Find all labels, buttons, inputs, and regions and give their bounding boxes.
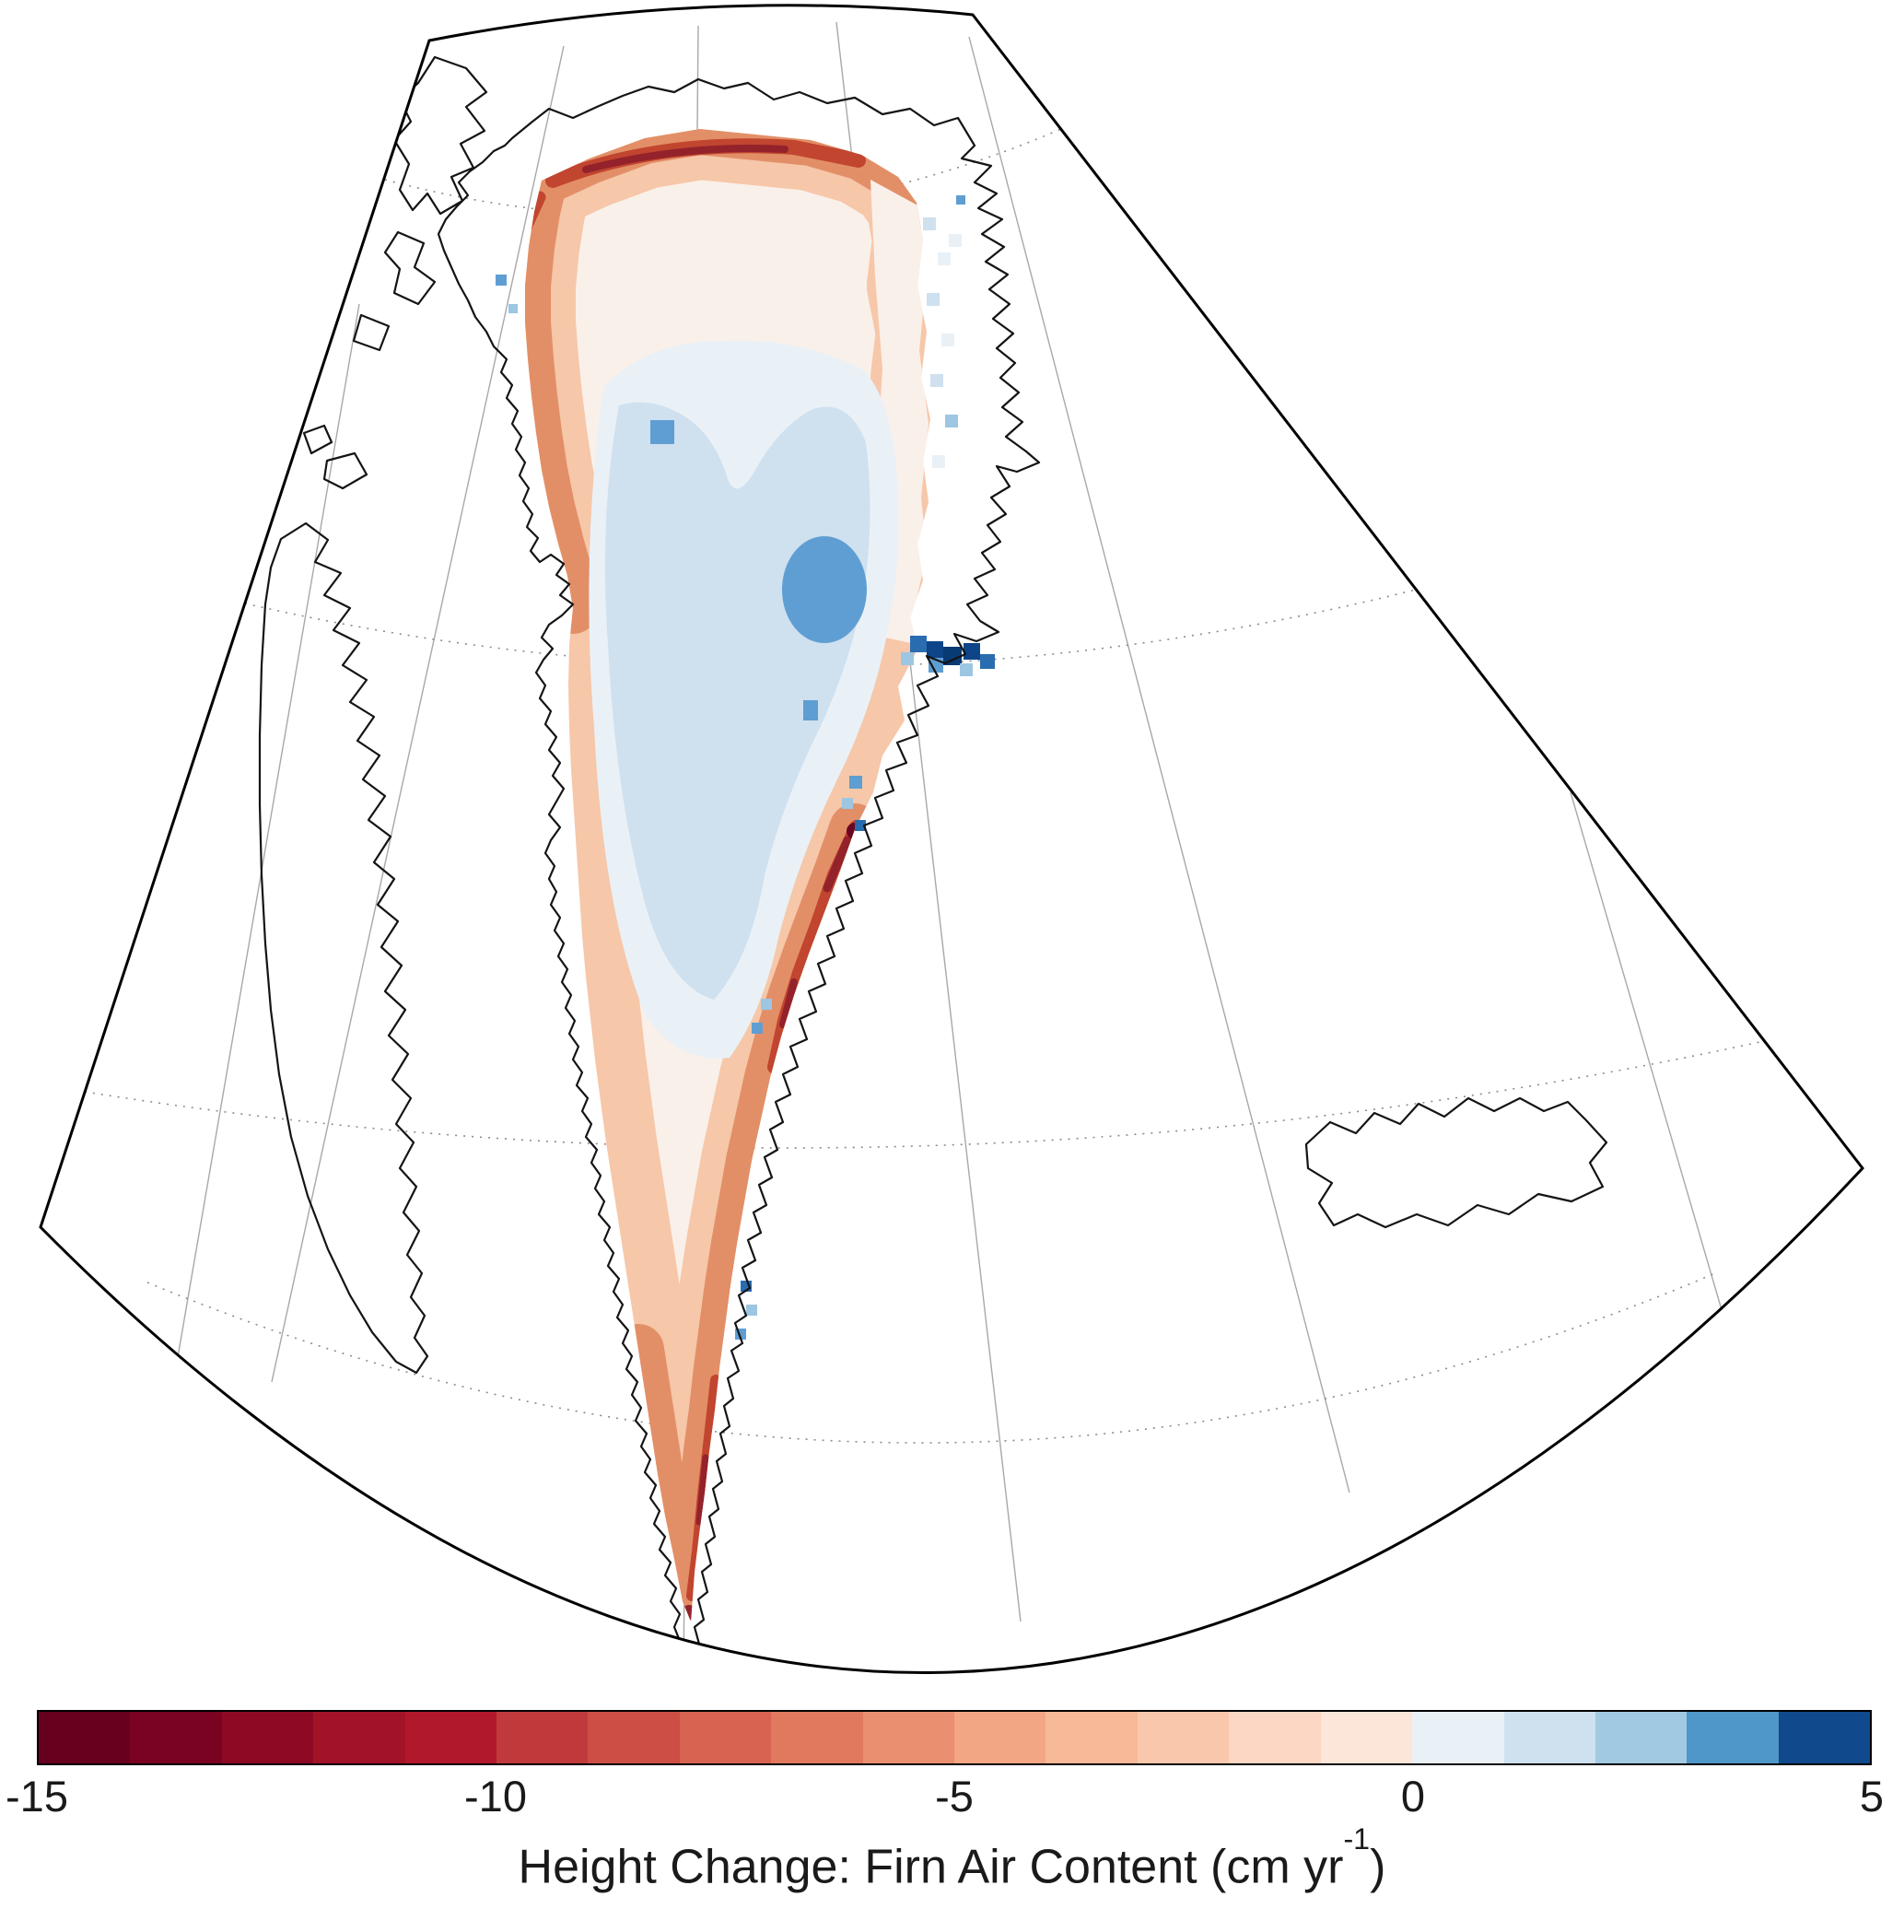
data-cell xyxy=(949,234,962,247)
colorbar xyxy=(37,1710,1872,1765)
colorbar-title-close: ) xyxy=(1370,1840,1386,1894)
data-cell xyxy=(842,798,853,809)
meridian-line xyxy=(154,303,360,1492)
colorbar-title-text: Height Change: Firn Air Content (cm yr xyxy=(518,1840,1344,1894)
coastlines xyxy=(258,55,1608,1658)
colorbar-segment xyxy=(1687,1712,1779,1763)
data-cell xyxy=(746,1305,757,1316)
colorbar-segment xyxy=(313,1712,405,1763)
colorbar-segment xyxy=(130,1712,222,1763)
data-cell xyxy=(650,420,674,444)
data-cell xyxy=(752,1023,763,1034)
data-cell xyxy=(927,641,943,658)
colorbar-title-superscript: -1 xyxy=(1343,1822,1371,1856)
data-cell xyxy=(960,663,973,676)
island-coastline xyxy=(302,424,333,455)
colorbar-segment xyxy=(1778,1712,1871,1763)
data-cell xyxy=(956,195,965,205)
colorbar-tick-label: 0 xyxy=(1400,1772,1426,1821)
margin-core-southeast xyxy=(823,836,852,893)
data-cell xyxy=(945,415,958,427)
colorbar-segment xyxy=(1320,1712,1413,1763)
parallel-line xyxy=(146,1272,1716,1444)
colorbar-tick-label: -5 xyxy=(935,1772,974,1821)
ellesmere-landfill xyxy=(394,57,486,214)
island-coastline xyxy=(352,313,391,352)
baffin-coastline xyxy=(258,521,429,1375)
map-frame-border xyxy=(39,4,1864,1674)
colorbar-segment xyxy=(771,1712,863,1763)
colorbar-segment xyxy=(862,1712,955,1763)
colorbar-segment xyxy=(404,1712,497,1763)
island-coastline xyxy=(383,230,437,306)
data-cell xyxy=(927,293,940,306)
colorbar-segment xyxy=(1594,1712,1688,1763)
margin-core-southeast xyxy=(779,978,798,1028)
island-landfill xyxy=(304,426,332,453)
island-landfill xyxy=(354,315,389,350)
colorbar-segment xyxy=(954,1712,1046,1763)
colorbar-tick-label: -15 xyxy=(6,1772,68,1821)
margin-core-south xyxy=(695,1454,709,1526)
data-cell xyxy=(901,652,914,665)
northeast-pale-cells xyxy=(923,195,965,468)
data-cell xyxy=(849,776,862,789)
data-cell xyxy=(932,455,945,468)
map-canvas xyxy=(39,4,1864,1674)
parallel-line xyxy=(384,128,1062,217)
interior-blue-patch xyxy=(782,536,867,643)
margin-core-north xyxy=(582,144,788,173)
colorbar-segment xyxy=(588,1712,680,1763)
meridian-line xyxy=(968,36,1350,1493)
colorbar-segment xyxy=(679,1712,772,1763)
data-cell xyxy=(910,636,927,652)
island-landfill xyxy=(385,232,435,304)
scattered-blue-cells xyxy=(496,275,866,1340)
colorbar-segment xyxy=(496,1712,589,1763)
data-cell xyxy=(761,999,772,1010)
iceland-coastline xyxy=(1304,1096,1608,1229)
data-cell xyxy=(938,252,951,265)
meridian-line xyxy=(271,45,565,1383)
data-cell xyxy=(496,275,507,286)
colorbar-segment xyxy=(1137,1712,1230,1763)
colorbar-segments xyxy=(39,1712,1871,1763)
data-cell xyxy=(930,374,943,387)
colorbar-ticks: -15 -10 -5 0 5 xyxy=(6,1772,1884,1824)
colorbar-tick-label: 5 xyxy=(1859,1772,1885,1821)
ice-data-layer xyxy=(496,129,995,1622)
data-cell xyxy=(980,654,995,669)
colorbar-segment xyxy=(1503,1712,1595,1763)
data-cell xyxy=(923,217,936,230)
data-cell xyxy=(508,304,518,313)
colorbar-tick-label: -10 xyxy=(464,1772,527,1821)
ellesmere-coastline xyxy=(392,55,488,216)
colorbar-segment xyxy=(1229,1712,1321,1763)
colorbar-title: Height Change: Firn Air Content (cm yr-1… xyxy=(0,1822,1904,1894)
greenland-coastline xyxy=(437,77,1041,1658)
baffin-landfill xyxy=(260,523,427,1373)
colorbar-segment xyxy=(1412,1712,1504,1763)
iceland-landfill xyxy=(1306,1098,1606,1227)
data-cell xyxy=(855,820,866,831)
data-cell xyxy=(964,643,980,660)
colorbar-segment xyxy=(1045,1712,1138,1763)
data-cell xyxy=(943,647,962,665)
colorbar-segment xyxy=(221,1712,314,1763)
island-coastline xyxy=(322,451,368,490)
map-frame-background xyxy=(41,5,1863,1673)
data-cell xyxy=(941,334,954,346)
colorbar-segment xyxy=(39,1712,131,1763)
data-cell xyxy=(803,700,818,720)
